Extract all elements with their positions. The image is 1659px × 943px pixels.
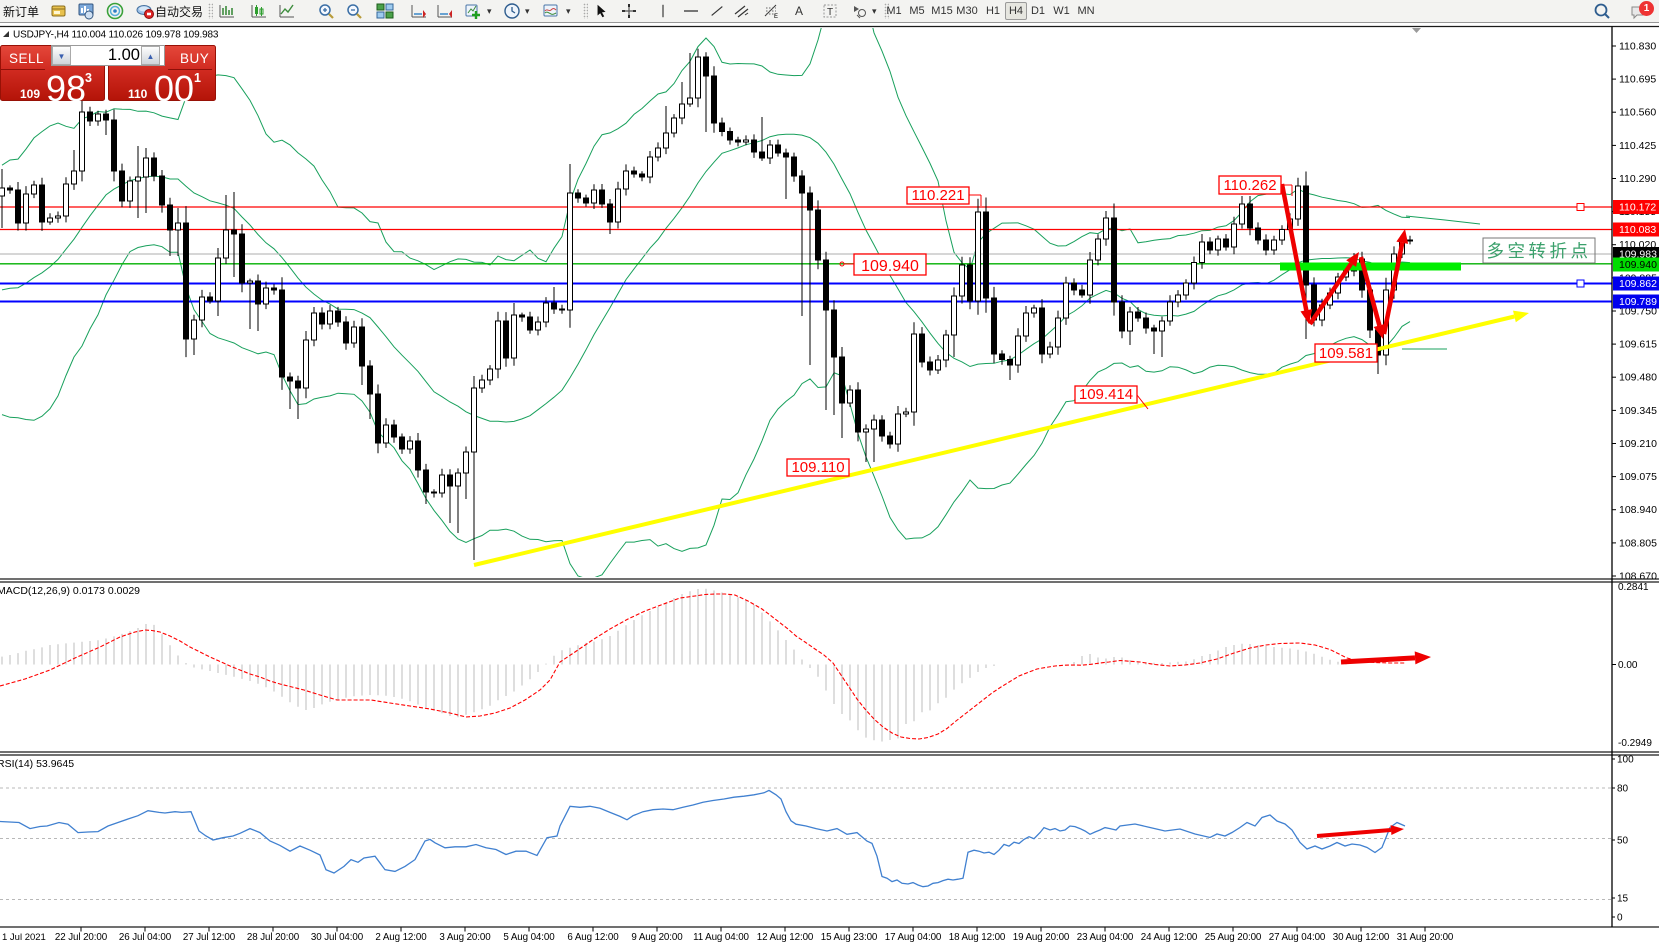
svg-text:109.940: 109.940 bbox=[1619, 259, 1657, 271]
svg-text:0.2841: 0.2841 bbox=[1618, 582, 1649, 593]
svg-text:100: 100 bbox=[1617, 755, 1634, 766]
svg-text:109.075: 109.075 bbox=[1619, 471, 1657, 483]
svg-text:0.00: 0.00 bbox=[1618, 660, 1638, 671]
svg-text:109.210: 109.210 bbox=[1619, 438, 1657, 450]
svg-text:110.262: 110.262 bbox=[1223, 177, 1276, 194]
svg-text:-0.2949: -0.2949 bbox=[1618, 738, 1652, 749]
svg-text:108.670: 108.670 bbox=[1619, 571, 1657, 583]
svg-text:109.480: 109.480 bbox=[1619, 372, 1657, 384]
svg-text:19 Aug 20:00: 19 Aug 20:00 bbox=[1013, 932, 1070, 943]
svg-text:27 Aug 04:00: 27 Aug 04:00 bbox=[1269, 932, 1326, 943]
svg-text:108.940: 108.940 bbox=[1619, 504, 1657, 516]
svg-text:3 Aug 20:00: 3 Aug 20:00 bbox=[439, 932, 491, 943]
svg-text:110.172: 110.172 bbox=[1619, 202, 1656, 214]
svg-text:109.862: 109.862 bbox=[1619, 278, 1657, 290]
svg-text:MACD(12,26,9) 0.0173 0.0029: MACD(12,26,9) 0.0173 0.0029 bbox=[0, 585, 140, 597]
svg-text:50: 50 bbox=[1617, 836, 1629, 847]
svg-text:17 Aug 04:00: 17 Aug 04:00 bbox=[885, 932, 942, 943]
svg-text:27 Jul 12:00: 27 Jul 12:00 bbox=[183, 932, 236, 943]
svg-text:109.940: 109.940 bbox=[861, 258, 919, 275]
svg-text:110.695: 110.695 bbox=[1619, 74, 1656, 86]
svg-text:30 Jul 04:00: 30 Jul 04:00 bbox=[311, 932, 364, 943]
svg-text:110.830: 110.830 bbox=[1619, 41, 1656, 53]
svg-text:6 Aug 12:00: 6 Aug 12:00 bbox=[567, 932, 619, 943]
svg-text:USDJPY-,H4 110.004 110.026 10: USDJPY-,H4 110.004 110.026 109.978 109.9… bbox=[13, 30, 219, 41]
svg-text:0: 0 bbox=[1617, 913, 1623, 924]
svg-text:28 Jul 20:00: 28 Jul 20:00 bbox=[247, 932, 300, 943]
svg-text:31 Aug 20:00: 31 Aug 20:00 bbox=[1397, 932, 1454, 943]
svg-text:11 Aug 04:00: 11 Aug 04:00 bbox=[693, 932, 749, 943]
svg-text:110.290: 110.290 bbox=[1619, 173, 1656, 185]
svg-text:12 Aug 12:00: 12 Aug 12:00 bbox=[757, 932, 814, 943]
svg-text:5 Aug 04:00: 5 Aug 04:00 bbox=[503, 932, 555, 943]
svg-text:RSI(14) 53.9645: RSI(14) 53.9645 bbox=[0, 758, 74, 770]
svg-text:15 Aug 23:00: 15 Aug 23:00 bbox=[821, 932, 878, 943]
svg-text:9 Aug 20:00: 9 Aug 20:00 bbox=[631, 932, 683, 943]
svg-text:110.221: 110.221 bbox=[911, 187, 964, 204]
svg-text:26 Jul 04:00: 26 Jul 04:00 bbox=[119, 932, 172, 943]
svg-text:109.345: 109.345 bbox=[1619, 405, 1657, 417]
svg-text:T: T bbox=[827, 7, 833, 18]
svg-text:多空转折点: 多空转折点 bbox=[1487, 241, 1592, 261]
svg-text:80: 80 bbox=[1617, 784, 1629, 795]
svg-text:109.581: 109.581 bbox=[1319, 345, 1373, 362]
svg-text:109.615: 109.615 bbox=[1619, 339, 1657, 351]
svg-text:110.425: 110.425 bbox=[1619, 140, 1656, 152]
svg-text:109.414: 109.414 bbox=[1079, 386, 1133, 403]
svg-text:18 Aug 12:00: 18 Aug 12:00 bbox=[949, 932, 1006, 943]
svg-text:15: 15 bbox=[1617, 894, 1629, 905]
svg-text:1 Jul 2021: 1 Jul 2021 bbox=[2, 932, 46, 943]
svg-text:25 Aug 20:00: 25 Aug 20:00 bbox=[1205, 932, 1262, 943]
svg-text:110.560: 110.560 bbox=[1619, 107, 1656, 119]
svg-text:E: E bbox=[774, 14, 778, 20]
svg-text:30 Aug 12:00: 30 Aug 12:00 bbox=[1333, 932, 1390, 943]
svg-text:108.805: 108.805 bbox=[1619, 537, 1657, 549]
svg-text:24 Aug 12:00: 24 Aug 12:00 bbox=[1141, 932, 1198, 943]
svg-text:110.083: 110.083 bbox=[1619, 224, 1656, 236]
svg-text:109.789: 109.789 bbox=[1619, 296, 1657, 308]
svg-text:2 Aug 12:00: 2 Aug 12:00 bbox=[375, 932, 427, 943]
svg-text:22 Jul 20:00: 22 Jul 20:00 bbox=[55, 932, 108, 943]
svg-text:23 Aug 04:00: 23 Aug 04:00 bbox=[1077, 932, 1134, 943]
svg-text:109.110: 109.110 bbox=[791, 459, 844, 476]
